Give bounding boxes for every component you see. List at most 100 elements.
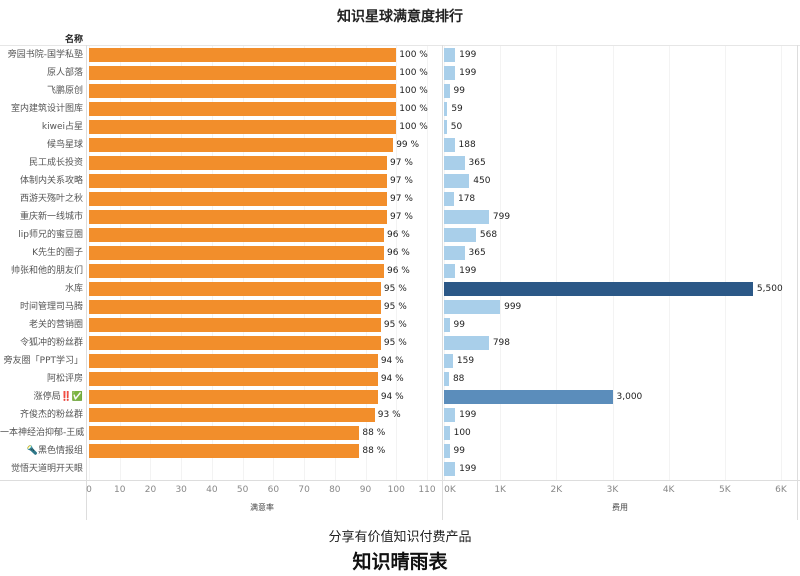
row-label[interactable]: 觉悟天道明开天眼 [10, 464, 83, 474]
row-label[interactable]: 老关的营销圈 [28, 320, 83, 330]
cost-label: 99 [453, 320, 465, 330]
satisfaction-bar[interactable] [89, 192, 388, 206]
x-tick-satisfaction: 90 [359, 485, 372, 495]
row-label[interactable]: 帅张和他的朋友们 [10, 266, 83, 276]
row-label[interactable]: 民工成长投资 [28, 158, 83, 168]
satisfaction-bar[interactable] [89, 408, 375, 422]
cost-label: 3,000 [616, 392, 643, 402]
cost-label: 199 [459, 464, 477, 474]
cost-bar[interactable] [444, 66, 456, 80]
cost-bar[interactable] [444, 84, 450, 98]
satisfaction-bar[interactable] [89, 228, 384, 242]
satisfaction-label: 100 % [399, 50, 428, 60]
row-label[interactable]: lip师兄的蜜豆圈 [18, 230, 83, 240]
satisfaction-bar[interactable] [89, 264, 384, 278]
chart-title: 知识星球满意度排行 [337, 9, 463, 25]
cost-bar[interactable] [444, 282, 753, 296]
cost-label: 178 [457, 194, 476, 204]
row-label[interactable]: 时间管理司马腾 [19, 302, 83, 312]
satisfaction-bar[interactable] [89, 390, 378, 404]
grid-line-satisfaction [119, 46, 121, 480]
cost-bar[interactable] [444, 120, 447, 134]
cost-bar[interactable] [444, 372, 449, 386]
cost-bar[interactable] [444, 336, 489, 350]
row-label[interactable]: 水库 [64, 284, 83, 294]
x-tick-satisfaction: 110 [418, 485, 436, 495]
cost-bar[interactable] [444, 318, 450, 332]
cost-bar[interactable] [444, 210, 489, 224]
cost-bar[interactable] [444, 246, 465, 260]
row-label[interactable]: 涨停局‼️✅ [33, 392, 83, 402]
x-tick-satisfaction: 30 [175, 485, 187, 495]
satisfaction-label: 95 % [383, 338, 407, 348]
cost-bar[interactable] [444, 156, 465, 170]
cost-bar[interactable] [444, 444, 450, 458]
satisfaction-bar[interactable] [89, 318, 381, 332]
grid-line-satisfaction [334, 46, 336, 480]
satisfaction-label: 96 % [386, 248, 410, 258]
satisfaction-bar[interactable] [89, 138, 394, 152]
cost-label: 100 [453, 428, 471, 438]
cost-bar[interactable] [444, 174, 470, 188]
satisfaction-bar[interactable] [89, 282, 381, 296]
satisfaction-bar[interactable] [89, 444, 360, 458]
cost-bar[interactable] [444, 300, 501, 314]
cost-bar[interactable] [444, 102, 448, 116]
satisfaction-label: 97 % [390, 176, 413, 186]
satisfaction-bar[interactable] [89, 84, 397, 98]
row-label[interactable]: 阿松评房 [46, 374, 83, 384]
satisfaction-bar[interactable] [89, 300, 381, 314]
row-label[interactable]: 原人部落 [46, 68, 83, 78]
cost-bar[interactable] [444, 48, 456, 62]
grid-line-satisfaction [150, 46, 152, 480]
satisfaction-bar[interactable] [89, 66, 397, 80]
header-divider [0, 45, 800, 46]
satisfaction-label: 88 % [362, 446, 386, 456]
cost-bar[interactable] [444, 426, 450, 440]
row-label[interactable]: 重庆新一线城市 [19, 212, 83, 222]
cost-label: 798 [492, 338, 510, 348]
row-label[interactable]: 齐俊杰的粉丝群 [19, 410, 83, 420]
satisfaction-bar[interactable] [89, 174, 388, 188]
satisfaction-label: 97 % [390, 212, 413, 222]
x-tick-satisfaction: 60 [267, 485, 280, 495]
row-label[interactable]: K先生的圈子 [32, 248, 83, 258]
cost-bar[interactable] [444, 408, 456, 422]
row-label[interactable]: kiwei占星 [41, 122, 83, 132]
satisfaction-bar[interactable] [89, 426, 360, 440]
grid-line-satisfaction [396, 46, 398, 480]
cost-bar[interactable] [444, 192, 454, 206]
cost-label: 450 [473, 176, 491, 186]
row-label[interactable]: 🔦黑色情报组 [26, 446, 83, 456]
row-label[interactable]: 体制内关系攻略 [19, 176, 83, 186]
row-label[interactable]: 一本神经治抑郁-王威 [0, 428, 85, 438]
satisfaction-bar[interactable] [89, 210, 388, 224]
satisfaction-bar[interactable] [89, 246, 384, 260]
cost-bar[interactable] [444, 354, 453, 368]
grid-line-satisfaction [211, 46, 213, 480]
satisfaction-bar[interactable] [89, 336, 381, 350]
satisfaction-bar[interactable] [89, 102, 397, 116]
x-tick-satisfaction: 50 [236, 485, 249, 495]
row-label[interactable]: 候鸟星球 [46, 140, 83, 150]
cost-bar[interactable] [444, 390, 613, 404]
satisfaction-bar[interactable] [89, 156, 388, 170]
satisfaction-label: 99 % [396, 140, 420, 150]
row-label[interactable]: 室内建筑设计图库 [10, 104, 83, 114]
cost-bar[interactable] [444, 462, 456, 476]
satisfaction-bar[interactable] [89, 372, 378, 386]
cost-bar[interactable] [444, 138, 455, 152]
satisfaction-bar[interactable] [89, 120, 397, 134]
cost-bar[interactable] [444, 264, 456, 278]
row-label[interactable]: 旁友圈「PPT学习」 [3, 356, 83, 366]
cost-bar[interactable] [444, 228, 476, 242]
row-label[interactable]: 飞鹏原创 [46, 86, 83, 96]
row-label[interactable]: 令狐冲的粉丝群 [19, 338, 83, 348]
cost-label: 199 [459, 50, 477, 60]
grid-line-cost [612, 46, 614, 480]
satisfaction-bar[interactable] [89, 48, 397, 62]
satisfaction-bar[interactable] [89, 354, 378, 368]
row-label[interactable]: 西游天殇叶之秋 [19, 194, 83, 204]
cost-label: 50 [450, 122, 463, 132]
row-label[interactable]: 旁园书院-国学私塾 [7, 50, 83, 60]
